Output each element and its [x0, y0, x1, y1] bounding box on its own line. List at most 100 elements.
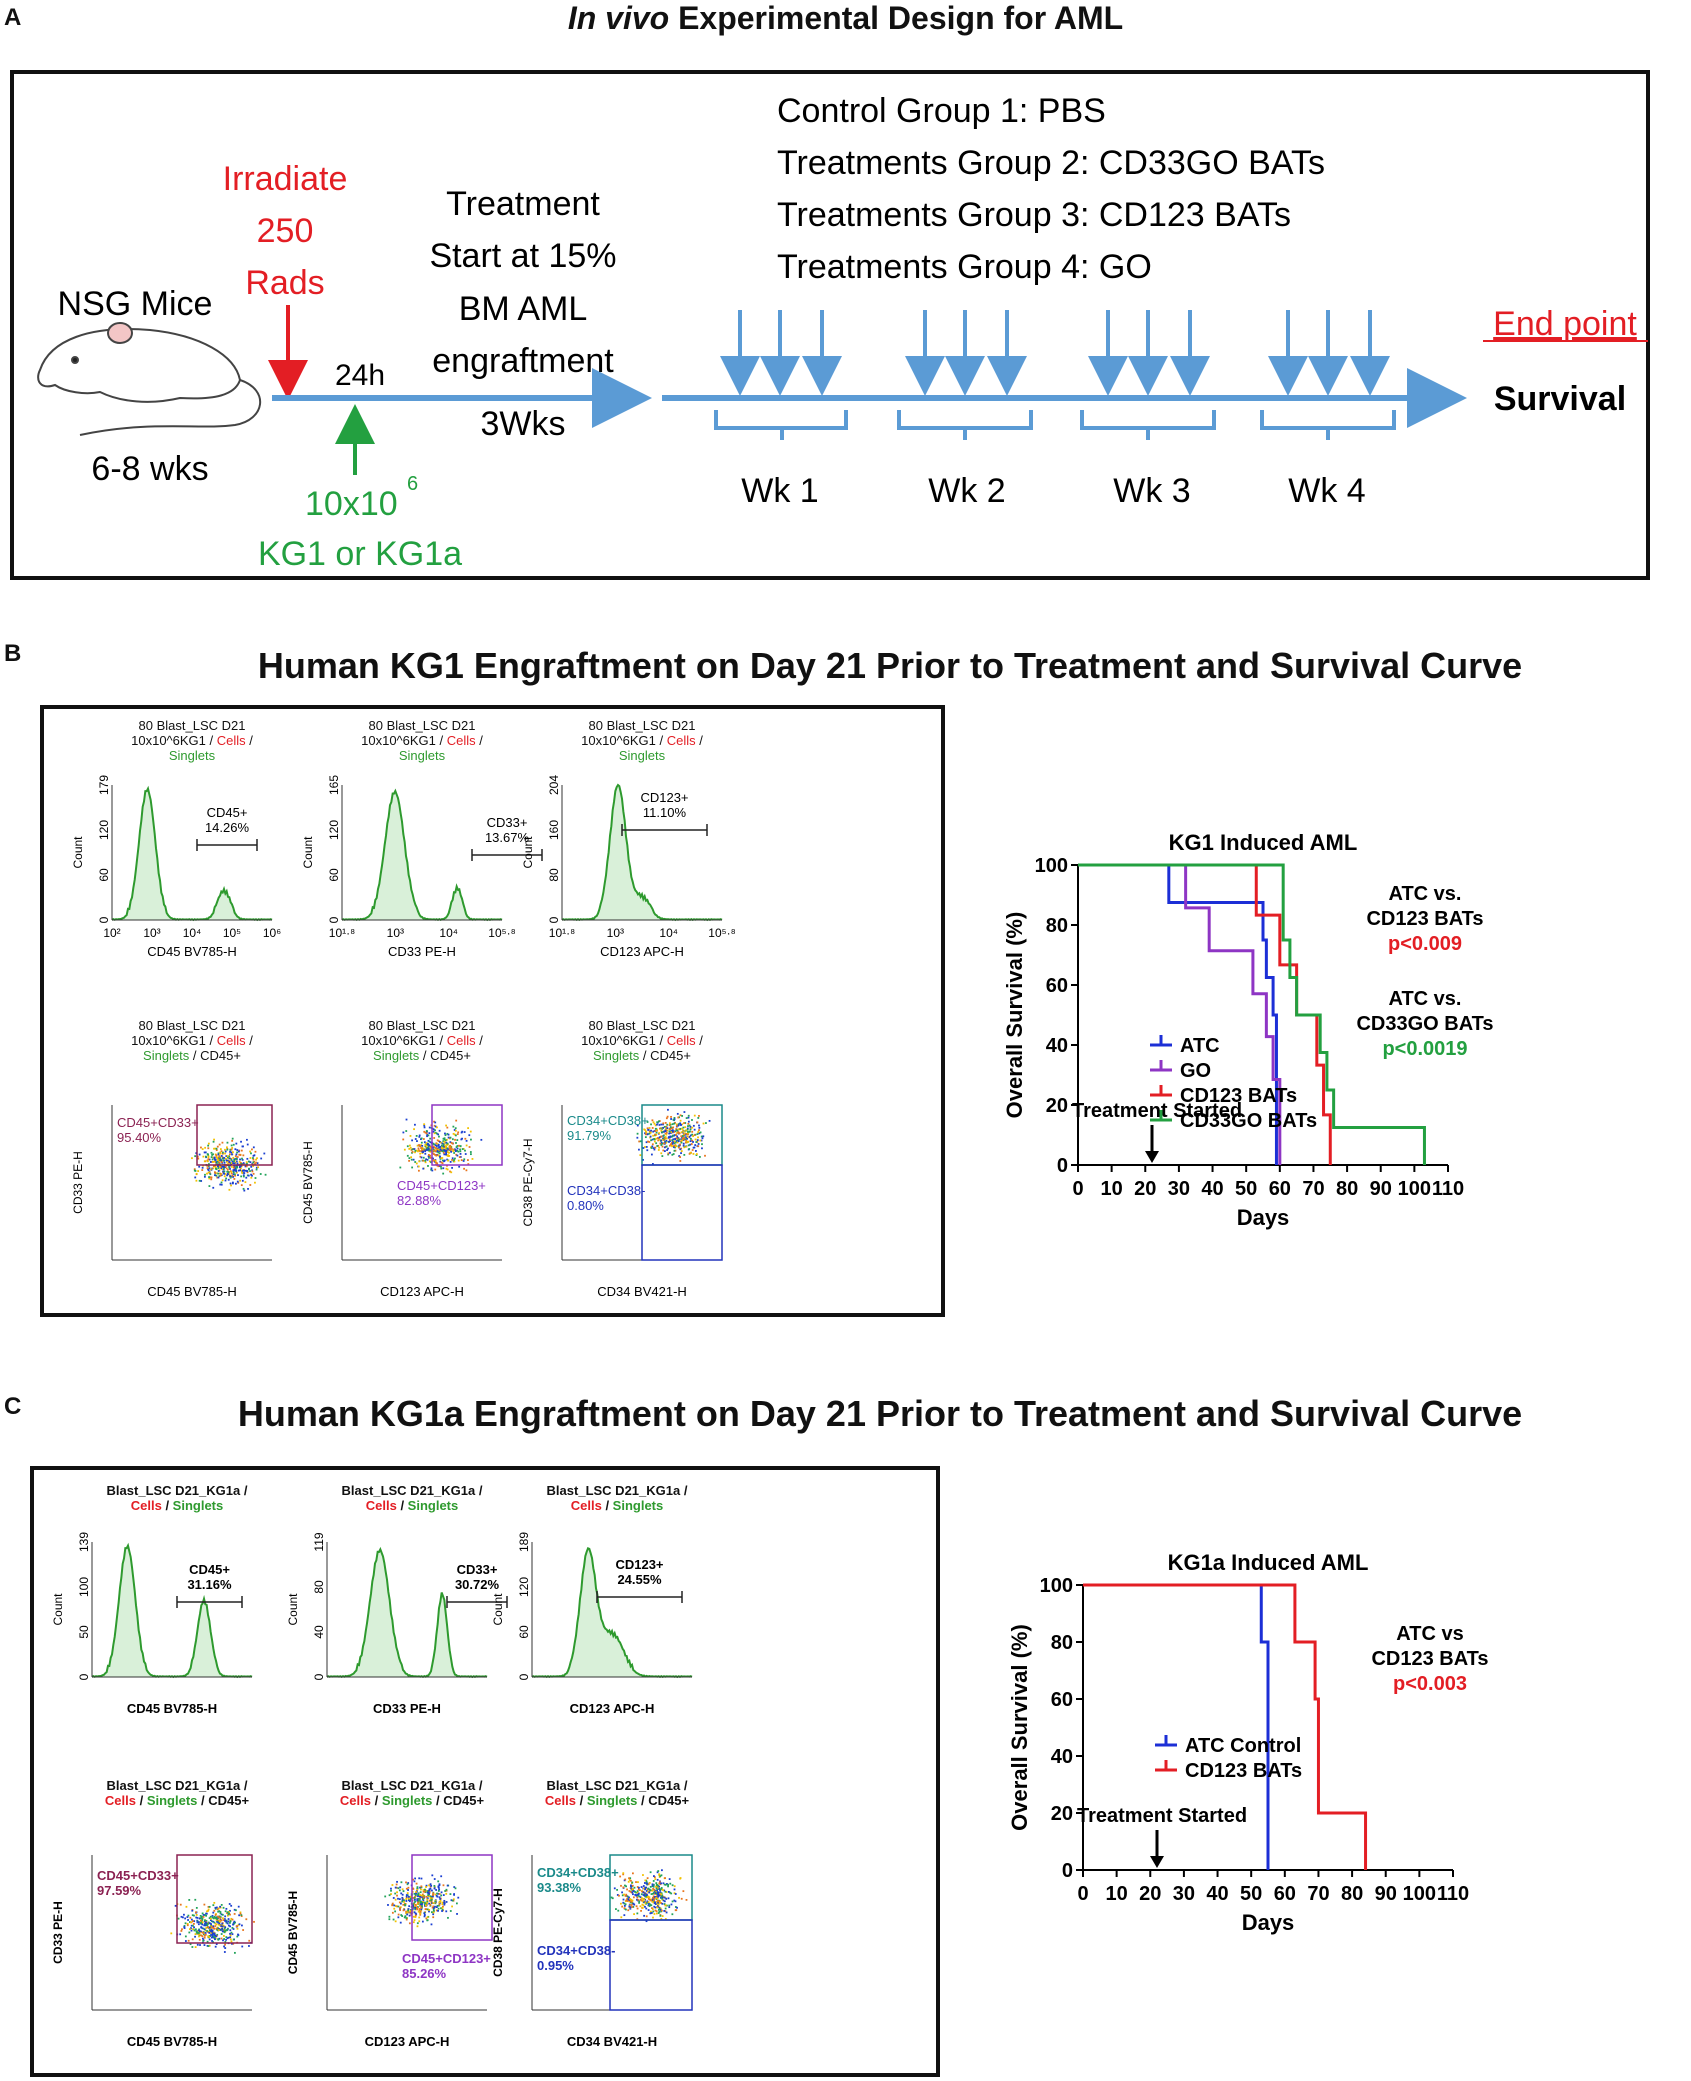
event-dot: [211, 1933, 214, 1935]
event-dot: [629, 1898, 632, 1900]
event-dot: [662, 1122, 665, 1125]
event-dot: [426, 1158, 429, 1161]
event-dot: [220, 1161, 223, 1164]
event-dot: [229, 1934, 232, 1937]
event-dot: [661, 1894, 664, 1897]
event-dot: [695, 1154, 698, 1156]
event-dot: [226, 1914, 229, 1917]
event-dot: [423, 1914, 426, 1916]
event-dot: [222, 1151, 224, 1154]
event-dot: [229, 1925, 231, 1928]
event-dot: [405, 1894, 408, 1896]
event-dot: [437, 1149, 440, 1151]
event-dot: [185, 1905, 188, 1908]
event-dot: [218, 1143, 221, 1146]
event-dot: [616, 1888, 618, 1891]
event-dot: [651, 1885, 654, 1887]
event-dot: [430, 1902, 433, 1904]
event-dot: [196, 1917, 199, 1919]
event-dot: [451, 1157, 454, 1160]
event-dot: [674, 1906, 677, 1908]
x-tick-label: 110: [1432, 1178, 1464, 1200]
event-dot: [219, 1912, 222, 1915]
event-dot: [431, 1874, 434, 1877]
event-dot: [658, 1874, 661, 1876]
event-dot: [689, 1126, 692, 1128]
event-dot: [698, 1132, 701, 1135]
event-dot: [673, 1899, 676, 1902]
event-dot: [671, 1913, 674, 1916]
event-dot: [200, 1934, 203, 1937]
event-dot: [437, 1151, 440, 1154]
event-dot: [228, 1157, 231, 1160]
event-dot: [655, 1885, 657, 1888]
event-dot: [408, 1144, 411, 1147]
y-tick-label: 120: [327, 820, 341, 840]
event-dot: [201, 1935, 204, 1938]
event-dot: [629, 1907, 632, 1910]
event-dot: [624, 1895, 627, 1897]
event-dot: [447, 1916, 449, 1919]
y-tick-label: 100: [1040, 1575, 1073, 1597]
event-dot: [666, 1883, 668, 1885]
event-dot: [443, 1899, 446, 1902]
plot-header-part: Singlets: [593, 1048, 640, 1063]
x-tick-label: 100: [1398, 1178, 1431, 1200]
event-dot: [682, 1138, 685, 1141]
event-dot: [416, 1887, 419, 1890]
event-dot: [231, 1147, 234, 1149]
event-dot: [409, 1910, 412, 1912]
event-dot: [420, 1147, 422, 1149]
event-dot: [443, 1159, 446, 1162]
event-dot: [204, 1914, 206, 1916]
event-dot: [632, 1906, 635, 1908]
event-dot: [432, 1905, 435, 1908]
event-dot: [200, 1926, 203, 1929]
event-dot: [218, 1165, 221, 1168]
event-dot: [219, 1165, 222, 1167]
event-dot: [227, 1171, 230, 1173]
event-dot: [663, 1136, 666, 1139]
x-tick-label: 60: [1269, 1178, 1291, 1200]
event-dot: [672, 1130, 674, 1133]
event-dot: [708, 1119, 711, 1122]
event-dot: [401, 1896, 404, 1899]
plot-header-part: Cells: [217, 733, 246, 748]
event-dot: [210, 1933, 212, 1936]
event-dot: [196, 1155, 199, 1158]
series-line: [1083, 1583, 1368, 1870]
event-dot: [645, 1141, 648, 1144]
event-dot: [419, 1886, 421, 1889]
event-dot: [231, 1175, 233, 1178]
event-dot: [440, 1165, 442, 1168]
event-dot: [409, 1146, 412, 1149]
event-dot: [444, 1134, 447, 1137]
event-dot: [231, 1174, 234, 1177]
event-dot: [198, 1935, 200, 1938]
event-dot: [664, 1918, 667, 1920]
event-dot: [214, 1165, 217, 1168]
event-dot: [212, 1153, 214, 1156]
event-dot: [226, 1937, 229, 1940]
event-dot: [658, 1124, 661, 1126]
event-dot: [670, 1127, 673, 1130]
event-dot: [642, 1147, 645, 1149]
event-dot: [444, 1139, 447, 1142]
event-dot: [406, 1892, 409, 1895]
event-dot: [180, 1915, 183, 1918]
event-dot: [677, 1116, 680, 1119]
event-dot: [424, 1903, 426, 1906]
event-dot: [201, 1921, 204, 1924]
event-dot: [680, 1140, 682, 1143]
event-dot: [207, 1142, 210, 1145]
event-dot: [652, 1901, 655, 1904]
event-dot: [394, 1905, 397, 1907]
event-dot: [242, 1174, 245, 1177]
event-dot: [631, 1891, 634, 1894]
plot-header-part: Blast_LSC D21_KG1a /: [107, 1778, 248, 1793]
event-dot: [664, 1910, 667, 1913]
event-dot: [662, 1123, 664, 1126]
event-dot: [425, 1149, 427, 1151]
gate-label-2: CD34+CD38-: [567, 1183, 645, 1198]
event-dot: [449, 1136, 452, 1139]
